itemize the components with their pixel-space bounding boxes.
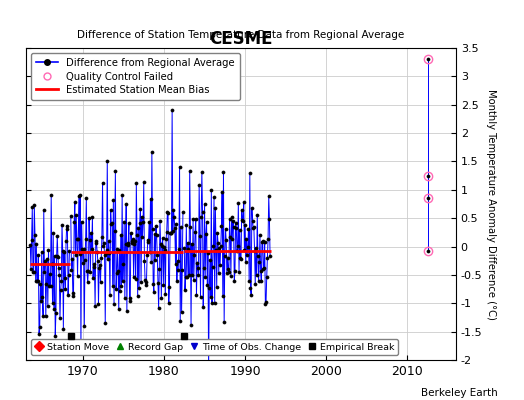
Y-axis label: Monthly Temperature Anomaly Difference (°C): Monthly Temperature Anomaly Difference (… — [486, 88, 496, 320]
Text: Difference of Station Temperature Data from Regional Average: Difference of Station Temperature Data f… — [78, 30, 405, 40]
Title: CESME: CESME — [209, 30, 273, 48]
Text: Berkeley Earth: Berkeley Earth — [421, 388, 498, 398]
Legend: Station Move, Record Gap, Time of Obs. Change, Empirical Break: Station Move, Record Gap, Time of Obs. C… — [31, 339, 398, 355]
